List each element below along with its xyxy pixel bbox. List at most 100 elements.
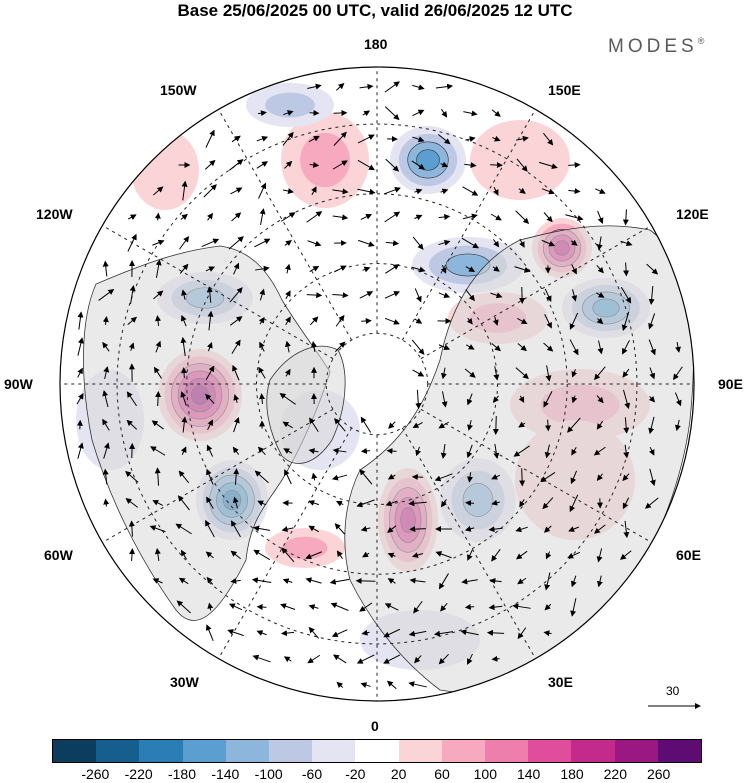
- wind-vector: [259, 393, 265, 404]
- wind-vector: [570, 239, 578, 246]
- wind-vector: [438, 213, 451, 220]
- label-60e: 60E: [676, 547, 701, 563]
- wind-vector: [466, 317, 473, 325]
- wind-vector: [206, 576, 214, 585]
- wind-vector: [360, 682, 371, 688]
- wind-vector: [596, 395, 604, 404]
- colorbar-tick-label: 140: [516, 766, 541, 782]
- wind-vector: [542, 497, 554, 510]
- wind-vector: [280, 603, 296, 610]
- wind-vector: [102, 418, 110, 431]
- wind-vector: [152, 578, 163, 584]
- wind-vector: [648, 395, 656, 403]
- wind-vector: [228, 603, 243, 611]
- wind-vector: [539, 161, 558, 170]
- wind-vector: [408, 681, 427, 688]
- vector-scale-value: 30: [666, 684, 680, 698]
- wind-vector: [258, 366, 266, 379]
- wind-vector: [467, 472, 474, 483]
- wind-vector: [179, 263, 189, 274]
- wind-vector: [231, 212, 242, 222]
- wind-vector: [308, 626, 320, 639]
- wind-vector: [570, 598, 577, 617]
- meridian-line: [218, 427, 353, 659]
- wind-vector: [491, 655, 500, 662]
- wind-vector: [279, 393, 296, 405]
- wind-vector: [285, 316, 291, 326]
- wind-vector: [256, 630, 267, 636]
- wind-vector: [517, 627, 527, 640]
- wind-vector: [334, 523, 346, 535]
- wind-vector: [488, 604, 503, 611]
- meridian-line: [401, 427, 536, 659]
- colorbar-tick-label: -220: [124, 766, 153, 782]
- wind-vector: [332, 292, 349, 299]
- wind-vector: [102, 341, 110, 352]
- wind-vector: [568, 526, 580, 532]
- wind-vector: [103, 498, 110, 507]
- wind-vector: [593, 524, 606, 534]
- wind-vector: [232, 364, 240, 381]
- wind-vector: [102, 260, 109, 277]
- wind-vector: [233, 468, 240, 485]
- wind-vector: [155, 259, 162, 278]
- wind-vector: [385, 500, 398, 507]
- wind-vector: [205, 365, 215, 380]
- wind-vector: [462, 213, 478, 220]
- wind-vector: [309, 417, 319, 433]
- wind-vector: [569, 312, 579, 330]
- wind-vector: [308, 448, 319, 455]
- wind-vector: [570, 575, 577, 588]
- colorbar-segment: [571, 740, 615, 762]
- wind-vector: [541, 188, 555, 195]
- wind-vector: [461, 578, 478, 585]
- wind-vector: [492, 395, 499, 403]
- wind-vector: [595, 292, 605, 298]
- wind-vector: [516, 158, 528, 172]
- wind-vector: [569, 339, 579, 356]
- wind-vector: [414, 288, 422, 303]
- wind-vector: [306, 211, 323, 223]
- wind-vector: [675, 341, 681, 353]
- wind-vector: [259, 288, 266, 301]
- latitude-circle: [186, 193, 568, 575]
- wind-vector: [621, 311, 630, 332]
- colorbar-segment: [225, 740, 270, 762]
- wind-vector: [463, 110, 478, 117]
- wind-vector: [488, 526, 503, 533]
- wind-vector: [544, 603, 552, 611]
- wind-vector: [571, 264, 577, 275]
- wind-vector: [387, 525, 397, 533]
- wind-vector: [492, 135, 501, 142]
- wind-vector: [460, 629, 479, 636]
- wind-vector: [515, 210, 530, 224]
- wind-vector: [518, 421, 526, 428]
- wind-vector: [150, 446, 166, 456]
- wind-vector: [384, 291, 400, 299]
- wind-vector: [438, 653, 449, 665]
- wind-vector: [594, 366, 606, 381]
- wind-vector: [180, 391, 187, 407]
- wind-vector: [358, 239, 375, 247]
- wind-vector: [228, 236, 244, 250]
- wind-vector: [383, 186, 401, 195]
- wind-vector: [674, 392, 682, 407]
- colorbar-tick-label: -100: [254, 766, 283, 782]
- modes-logo: MODES®: [608, 36, 704, 58]
- wind-vector: [466, 444, 473, 459]
- wind-vector: [648, 313, 656, 330]
- wind-vector: [414, 214, 423, 221]
- wind-vector: [359, 468, 373, 485]
- wind-vector: [102, 316, 109, 326]
- wind-vector: [493, 443, 500, 460]
- wind-vector: [623, 417, 630, 434]
- wind-vector: [593, 446, 606, 456]
- wind-vector: [284, 368, 291, 377]
- wind-vector: [76, 392, 84, 405]
- colorbar-tick-label: 20: [390, 766, 407, 782]
- wind-vector: [571, 289, 578, 302]
- wind-vector: [361, 629, 370, 636]
- wind-vector: [467, 549, 473, 561]
- wind-vector: [284, 263, 291, 274]
- wind-vector: [206, 468, 214, 485]
